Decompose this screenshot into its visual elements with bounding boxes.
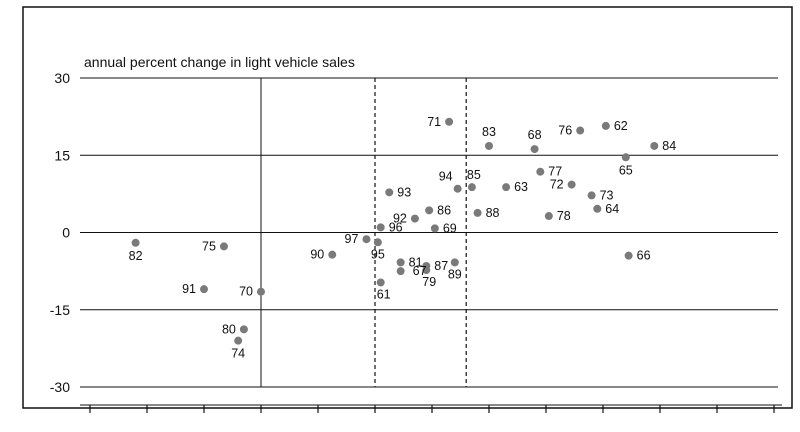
y-tick-label: 30 [54,70,70,86]
y-axis-tick-labels: 30 15 0 -15 -30 [50,70,70,395]
y-tick-label: -30 [50,379,70,395]
point-label: 65 [619,163,633,177]
point-label: 91 [182,282,196,296]
point-label: 83 [482,125,496,139]
data-point [396,267,405,276]
point-label: 75 [202,239,216,253]
point-label: 77 [548,165,562,179]
chart-subtitle: annual percent change in light vehicle s… [84,54,355,70]
point-label: 92 [393,212,407,226]
point-label: 79 [422,275,436,289]
data-point [362,235,371,244]
point-label: 90 [310,248,324,262]
data-point [385,188,394,197]
data-point [234,336,243,345]
data-point [587,191,596,200]
data-point [376,278,385,287]
data-points [131,117,659,345]
point-label: 74 [231,347,245,361]
data-point [473,208,482,217]
point-label: 62 [614,119,628,133]
data-point [219,242,228,251]
point-label: 88 [486,206,500,220]
point-label: 61 [377,287,391,301]
point-label: 78 [557,209,571,223]
point-label: 72 [550,178,564,192]
data-point [328,250,337,259]
data-point [410,214,419,223]
data-point [425,206,434,215]
data-point [430,224,439,233]
point-label: 63 [514,180,528,194]
data-point [257,287,265,296]
data-point [485,141,493,150]
data-point [593,204,602,213]
data-point [650,141,659,150]
data-point [239,325,248,334]
y-tick-label: -15 [50,302,70,318]
data-point [376,223,385,232]
data-point [467,183,476,192]
point-label: 82 [129,249,143,263]
data-point [536,167,545,176]
point-label: 73 [600,188,614,202]
point-label: 86 [437,203,451,217]
point-label: 70 [239,285,253,299]
data-point [624,251,633,260]
point-label: 94 [439,170,453,184]
data-point [453,184,462,193]
point-label: 67 [413,264,427,278]
data-point [621,153,630,162]
point-label: 66 [637,249,651,263]
data-point [502,183,511,192]
point-label: 96 [389,220,403,234]
data-point [544,212,553,221]
data-point [567,180,576,189]
point-label: 84 [662,139,676,153]
data-point [530,145,539,154]
point-label: 80 [222,322,236,336]
point-label: 69 [443,221,457,235]
point-label: 95 [371,247,385,261]
point-label: 93 [397,185,411,199]
grid-layer [80,77,778,388]
y-tick-label: 15 [54,147,70,163]
point-label: 64 [605,202,619,216]
data-point [450,258,459,267]
point-label: 81 [409,255,423,269]
point-label: 89 [448,267,462,281]
x-axis-ticks [80,404,782,413]
data-point [396,258,405,267]
data-point [373,238,382,247]
data-point [445,117,454,126]
plot-frame [22,6,793,409]
point-label: 76 [558,124,572,138]
data-point [601,121,610,130]
y-tick-label: 0 [62,225,70,241]
data-point [200,285,208,294]
point-label: 68 [528,128,542,142]
reference-lines [260,78,467,387]
point-label: 71 [427,115,441,129]
data-point [422,266,431,275]
data-point [576,126,585,135]
data-point [131,238,140,247]
point-label: 87 [434,259,448,273]
point-label: 85 [467,168,481,182]
point-label: 97 [345,232,359,246]
